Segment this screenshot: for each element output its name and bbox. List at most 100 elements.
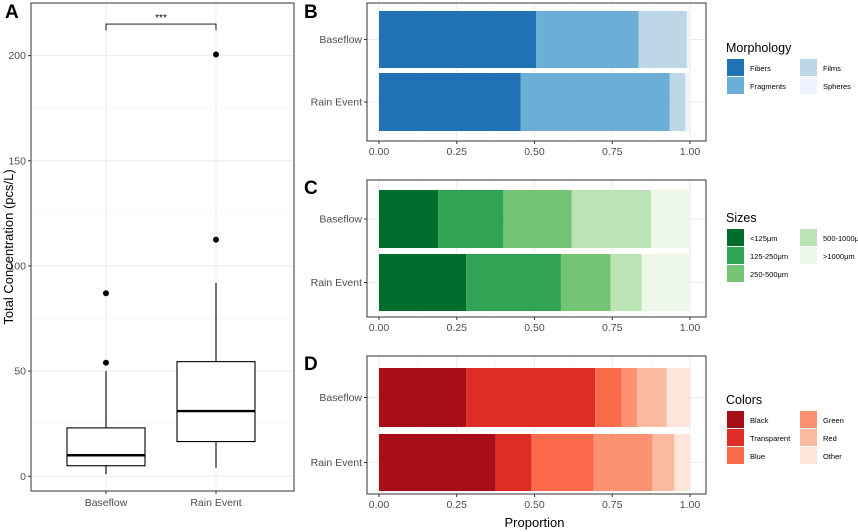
panel-d-legend-label-red: Red xyxy=(823,434,837,443)
panel-c-bar-baseflow-500-1000-m xyxy=(571,190,652,248)
panel-b-bar-rain-event-films xyxy=(669,73,686,131)
panel-d-bar-baseflow-black xyxy=(379,368,467,427)
box-baseflow-iqr xyxy=(66,427,146,467)
panel-b-bar-baseflow-spheres xyxy=(686,11,690,68)
panel-d-bar-baseflow-transparent xyxy=(466,368,596,427)
panel-d-bar-baseflow-other xyxy=(666,368,690,427)
panel-a-y-tick-label: 150 xyxy=(8,155,26,167)
panel-b-x-tick-label: 0.50 xyxy=(524,146,545,158)
panel-letter-d: D xyxy=(304,354,318,375)
panel-c-bar-baseflow-125-m xyxy=(379,190,439,248)
panel-d-legend-key-green xyxy=(800,411,817,428)
panel-c-legend-key-500-1000-m xyxy=(800,229,817,246)
box-baseflow-outlier xyxy=(103,290,109,297)
panel-a-y-tick-label: 0 xyxy=(20,471,26,483)
box-rain-event-outlier xyxy=(213,51,219,58)
panel-d-x-tick-label: 0.75 xyxy=(602,499,623,511)
panel-letter-a: A xyxy=(5,2,19,23)
panel-d-bar-rain-event-other xyxy=(674,434,690,491)
panel-c-legend-key-250-500-m xyxy=(727,265,744,282)
panel-b-bar-rain-event-spheres xyxy=(685,73,690,131)
panel-d-legend-key-blue xyxy=(727,447,744,464)
panel-a-y-tick-label: 50 xyxy=(14,366,26,378)
panel-d-bar-rain-event-blue xyxy=(531,434,594,491)
panel-d-bar-rain-event-black xyxy=(379,434,496,491)
panel-b-legend-title: Morphology xyxy=(726,41,792,55)
panel-a-y-tick-label: 200 xyxy=(8,50,26,62)
panel-a-border xyxy=(30,2,295,492)
panel-d-legend-label-blue: Blue xyxy=(750,452,765,461)
panel-c-legend-label-125-250-m: 125-250μm xyxy=(750,252,788,261)
panel-c-bar-rain-event-125-m xyxy=(379,254,467,311)
panel-c-bar-rain-event-250-500-m xyxy=(560,254,611,311)
panel-d-x-tick-label: 0.50 xyxy=(524,499,545,511)
panel-b-legend-key-spheres xyxy=(800,77,817,94)
panel-b-x-tick-label: 0.00 xyxy=(369,146,390,158)
panel-c-legend-title: Sizes xyxy=(726,211,757,225)
panel-b-x-tick-label: 1.00 xyxy=(680,146,701,158)
panel-c-legend-key-125-m xyxy=(727,229,744,246)
panel-b-border xyxy=(366,2,707,142)
panel-d-bar-baseflow-green xyxy=(621,368,638,427)
panel-d-legend-label-black: Black xyxy=(750,416,769,425)
panel-d-x-tick-label: 0.00 xyxy=(369,499,390,511)
panel-b-bar-rain-event-fibers xyxy=(379,73,521,131)
panel-letter-c: C xyxy=(304,178,318,199)
box-rain-event-outlier xyxy=(213,236,219,243)
significance-bracket xyxy=(105,23,217,31)
box-baseflow-outlier xyxy=(103,359,109,366)
panel-a-x-tick-label: Baseflow xyxy=(85,497,128,509)
panel-c-x-tick-label: 0.75 xyxy=(602,322,623,334)
panel-c-bar-baseflow-125-250-m xyxy=(438,190,504,248)
panel-d-x-axis-title: Proportion xyxy=(505,515,565,530)
panel-c-y-tick-label: Baseflow xyxy=(319,214,362,226)
panel-d-x-tick-label: 1.00 xyxy=(680,499,701,511)
panel-c-bar-baseflow-1000-m xyxy=(651,190,690,248)
panel-d-x-tick-label: 0.25 xyxy=(447,499,468,511)
panel-c-bar-rain-event-1000-m xyxy=(641,254,690,311)
panel-c-x-tick-label: 0.00 xyxy=(369,322,390,334)
panel-b-x-tick-label: 0.25 xyxy=(447,146,468,158)
panel-d-legend-title: Colors xyxy=(726,393,762,407)
panel-d-legend-key-red xyxy=(800,429,817,446)
panel-d-border xyxy=(366,355,707,495)
panel-c-bar-baseflow-250-500-m xyxy=(503,190,572,248)
panel-c-x-tick-label: 0.50 xyxy=(524,322,545,334)
panel-d-y-tick-label: Baseflow xyxy=(319,392,362,404)
panel-b-bar-baseflow-fragments xyxy=(536,11,639,68)
panel-b-bar-baseflow-films xyxy=(638,11,687,68)
panel-c-bar-rain-event-125-250-m xyxy=(466,254,561,311)
panel-b-legend-label-films: Films xyxy=(823,64,841,73)
panel-c-x-tick-label: 0.25 xyxy=(447,322,468,334)
panel-b-bar-rain-event-fragments xyxy=(520,73,670,131)
panel-a-x-tick-label: Rain Event xyxy=(190,497,241,509)
panel-b-bar-baseflow-fibers xyxy=(379,11,537,68)
panel-b-legend-key-films xyxy=(800,59,817,76)
panel-a-y-axis-title: Total Concentration (pcs/L) xyxy=(1,169,16,324)
panel-d-bar-rain-event-red xyxy=(652,434,675,491)
panel-d-y-tick-label: Rain Event xyxy=(311,457,362,469)
panel-c-border xyxy=(366,179,707,318)
panel-d-legend-key-transparent xyxy=(727,429,744,446)
panel-d-bar-baseflow-blue xyxy=(595,368,622,427)
panel-d-bar-rain-event-green xyxy=(593,434,653,491)
panel-d-legend-key-other xyxy=(800,447,817,464)
panel-d-legend-label-other: Other xyxy=(823,452,842,461)
panel-d-legend-label-transparent: Transparent xyxy=(750,434,791,443)
panel-d-bar-rain-event-transparent xyxy=(495,434,532,491)
box-rain-event-iqr xyxy=(176,361,256,443)
panel-b-legend-label-fragments: Fragments xyxy=(750,82,786,91)
panel-b-legend-label-fibers: Fibers xyxy=(750,64,771,73)
panel-b-legend-key-fibers xyxy=(727,59,744,76)
panel-c-legend-label-500-1000-m: 500-1000μm xyxy=(823,234,858,243)
panel-b-legend-label-spheres: Spheres xyxy=(823,82,851,91)
panel-c-legend-label-250-500-m: 250-500μm xyxy=(750,270,788,279)
panel-d-legend-label-green: Green xyxy=(823,416,844,425)
panel-c-legend-label-1000-m: >1000μm xyxy=(823,252,855,261)
significance-label: *** xyxy=(155,13,167,24)
panel-b-x-tick-label: 0.75 xyxy=(602,146,623,158)
panel-b-legend-key-fragments xyxy=(727,77,744,94)
panel-c-legend-key-125-250-m xyxy=(727,247,744,264)
